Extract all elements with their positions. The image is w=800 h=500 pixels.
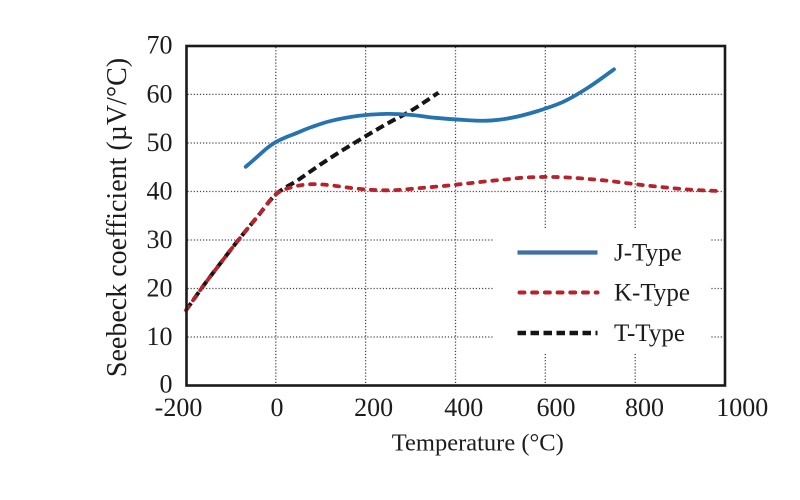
svg-text:0: 0 xyxy=(271,393,284,422)
svg-text:J-Type: J-Type xyxy=(614,240,682,267)
svg-text:30: 30 xyxy=(147,225,173,254)
svg-text:800: 800 xyxy=(625,393,664,422)
svg-text:Temperature (°C): Temperature (°C) xyxy=(392,430,564,457)
svg-text:70: 70 xyxy=(147,31,173,60)
svg-text:1000: 1000 xyxy=(716,393,768,422)
svg-text:50: 50 xyxy=(147,128,173,157)
svg-text:10: 10 xyxy=(147,322,173,351)
svg-text:-200: -200 xyxy=(155,393,203,422)
svg-text:400: 400 xyxy=(444,393,483,422)
svg-text:60: 60 xyxy=(147,80,173,109)
svg-text:T-Type: T-Type xyxy=(614,320,685,347)
svg-text:Seebeck coefficient (µV/°C): Seebeck coefficient (µV/°C) xyxy=(102,58,133,377)
svg-text:600: 600 xyxy=(537,393,576,422)
svg-text:0: 0 xyxy=(160,370,173,399)
svg-text:200: 200 xyxy=(354,393,393,422)
svg-text:K-Type: K-Type xyxy=(614,280,690,307)
svg-text:40: 40 xyxy=(147,177,173,206)
svg-text:20: 20 xyxy=(147,274,173,303)
